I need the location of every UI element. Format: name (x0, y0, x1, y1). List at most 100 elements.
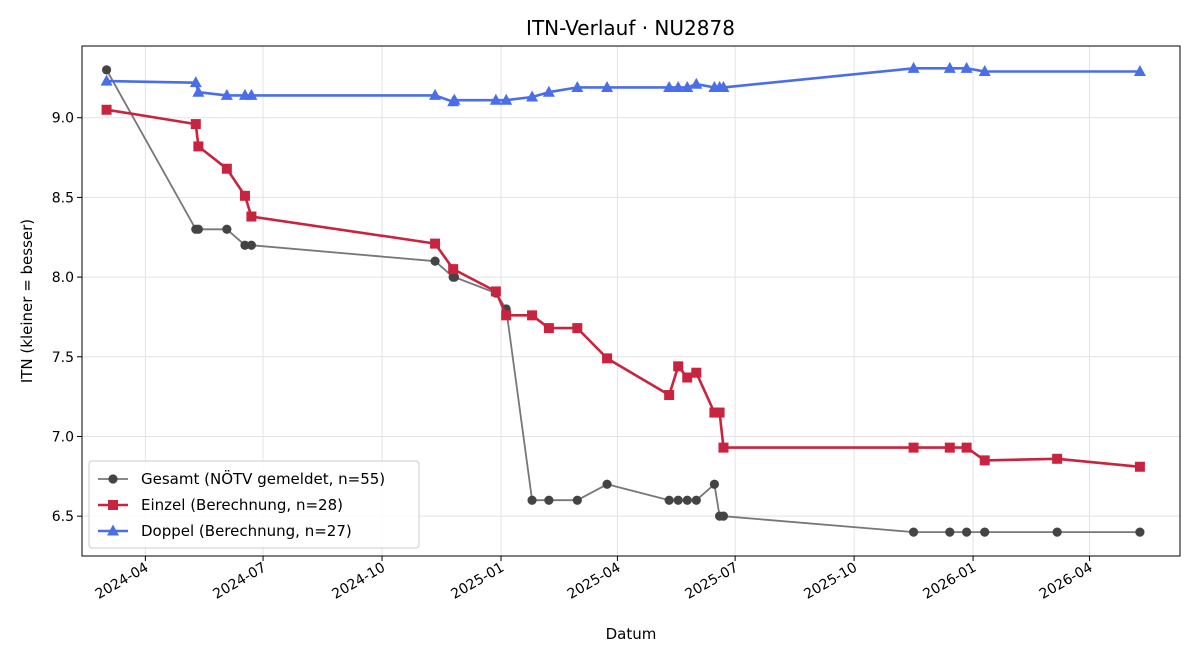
data-point-einzel (543, 323, 554, 334)
x-tick-label: 2024-10 (329, 560, 388, 603)
data-point-gesamt (945, 527, 955, 537)
legend-item-gesamt: Gesamt (NÖTV gemeldet, n=55) (98, 469, 385, 488)
y-tick-label: 6.5 (52, 509, 74, 525)
x-axis: 2024-04 2024-07 2024-10 2025-01 2025-04 2025-… (93, 556, 1096, 603)
x-tick-label: 2025-04 (565, 560, 624, 603)
data-point-gesamt (682, 495, 692, 505)
data-point-doppel (1133, 65, 1146, 76)
data-point-einzel (664, 390, 675, 401)
data-point-doppel (978, 65, 991, 76)
data-point-gesamt (544, 495, 554, 505)
data-point-gesamt (222, 224, 232, 234)
data-point-doppel (448, 93, 461, 105)
x-tick-label: 2026-01 (920, 560, 979, 603)
data-point-gesamt (691, 495, 701, 505)
data-point-gesamt (673, 495, 683, 505)
data-point-einzel (691, 367, 702, 378)
y-tick-label: 7.0 (52, 429, 74, 445)
chart-title: ITN-Verlauf · NU2878 (526, 16, 735, 40)
series-einzel (101, 104, 1145, 472)
data-point-doppel (960, 61, 973, 73)
data-point-einzel (572, 323, 583, 334)
data-point-einzel (193, 141, 204, 152)
legend-item-doppel: Doppel (Berechnung, n=27) (98, 522, 352, 540)
x-tick-label: 2025-07 (682, 560, 741, 603)
x-axis-title: Datum (606, 625, 657, 643)
data-point-einzel (190, 119, 201, 130)
data-point-doppel (690, 77, 703, 89)
legend-label: Einzel (Berechnung, n=28) (141, 496, 343, 514)
data-point-doppel (100, 74, 113, 86)
data-point-einzel (673, 361, 684, 372)
data-point-gesamt (709, 479, 720, 489)
data-point-einzel (908, 442, 919, 453)
data-point-doppel (571, 80, 584, 92)
data-point-einzel (944, 442, 955, 453)
series-doppel (100, 61, 1146, 107)
x-tick-label: 2025-10 (801, 560, 860, 603)
y-tick-label: 7.5 (52, 350, 74, 366)
series-gesamt (101, 65, 1145, 537)
data-point-gesamt (980, 527, 990, 537)
data-point-doppel (189, 76, 202, 88)
data-point-doppel (672, 80, 685, 92)
y-axis-title: ITN (kleiner = besser) (18, 219, 36, 383)
data-point-einzel (1134, 461, 1145, 472)
data-point-einzel (101, 104, 112, 115)
y-tick-label: 9.0 (52, 111, 74, 127)
grid (82, 46, 1180, 556)
data-point-doppel (220, 88, 233, 100)
x-tick-label: 2024-04 (93, 560, 152, 603)
data-point-gesamt (908, 527, 919, 537)
data-point-gesamt (449, 272, 460, 282)
data-point-einzel (961, 442, 972, 453)
data-point-doppel (489, 93, 502, 105)
data-point-einzel (501, 310, 512, 321)
data-point-gesamt (718, 511, 729, 521)
data-point-gesamt (240, 240, 250, 250)
y-axis: 6.5 7.0 7.5 8.0 8.5 9.0 (52, 111, 82, 525)
data-point-gesamt (572, 495, 582, 505)
legend-marker (108, 500, 118, 510)
data-point-einzel (430, 238, 441, 249)
data-point-doppel (192, 85, 205, 97)
data-point-einzel (448, 264, 459, 275)
legend-box (88, 460, 420, 549)
data-point-einzel (709, 407, 720, 418)
series-layer (100, 61, 1146, 537)
data-point-gesamt (602, 479, 612, 489)
data-point-einzel (1052, 453, 1063, 464)
legend-label: Doppel (Berechnung, n=27) (141, 522, 352, 540)
legend-marker (107, 524, 119, 536)
data-point-einzel (221, 163, 232, 174)
data-point-gesamt (962, 527, 972, 537)
data-point-einzel (718, 442, 729, 453)
data-point-doppel (429, 88, 442, 100)
data-point-doppel (663, 80, 676, 92)
x-tick-label: 2025-01 (448, 560, 507, 603)
x-tick-label: 2024-07 (210, 560, 269, 603)
data-point-doppel (717, 80, 730, 92)
data-point-doppel (245, 88, 258, 100)
data-point-doppel (500, 93, 513, 105)
data-point-einzel (602, 353, 613, 364)
legend-item-einzel: Einzel (Berechnung, n=28) (98, 496, 343, 514)
data-point-einzel (490, 286, 501, 297)
x-tick-label: 2026-04 (1037, 560, 1096, 603)
data-point-einzel (239, 190, 250, 201)
data-point-doppel (907, 61, 920, 73)
data-point-einzel (527, 310, 538, 321)
legend-label: Gesamt (NÖTV gemeldet, n=55) (141, 469, 385, 488)
legend: Gesamt (NÖTV gemeldet, n=55) Einzel (Bere… (88, 460, 420, 549)
data-point-gesamt (664, 495, 674, 505)
data-point-einzel (979, 455, 990, 466)
data-point-gesamt (1052, 527, 1062, 537)
data-point-doppel (526, 90, 539, 102)
data-point-doppel (943, 61, 956, 73)
legend-marker (108, 474, 118, 484)
data-point-doppel (681, 80, 694, 92)
y-tick-label: 8.0 (52, 270, 74, 286)
data-point-gesamt (430, 256, 440, 266)
data-point-einzel (246, 211, 257, 222)
